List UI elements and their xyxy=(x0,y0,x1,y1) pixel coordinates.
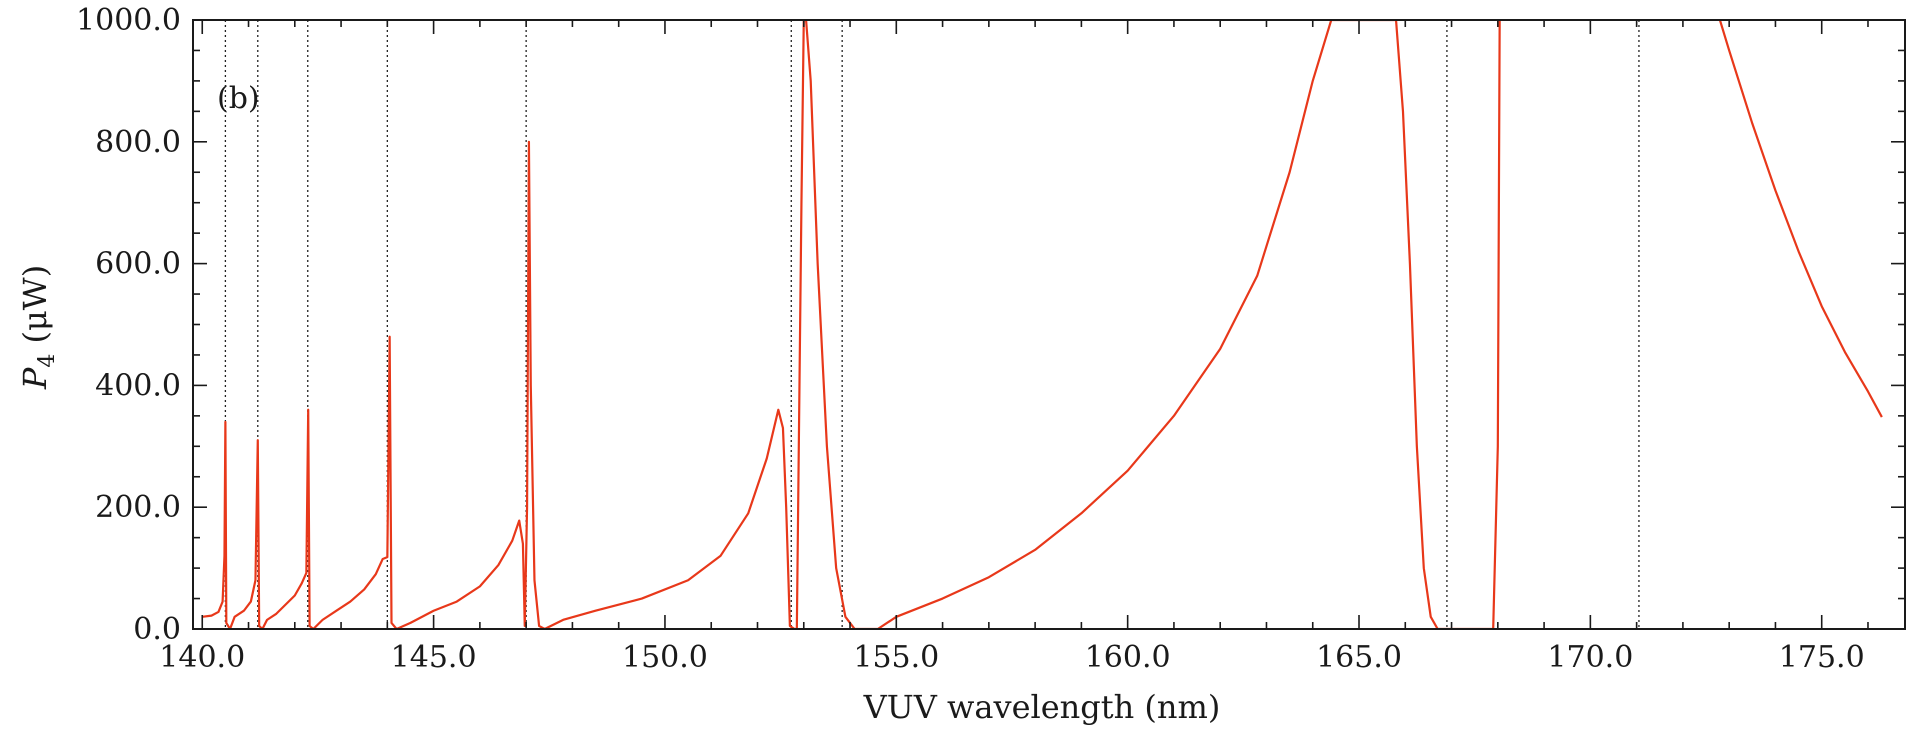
x-tick-label: 150.0 xyxy=(622,640,708,675)
plot-frame xyxy=(192,19,1906,630)
x-tick-labels: 140.0 145.0 150.0 155.0 160.0 165.0 170.0 175.0 xyxy=(159,640,1864,675)
reference-lines xyxy=(224,20,1640,629)
panel-label: (b) xyxy=(217,81,260,116)
x-tick-label: 155.0 xyxy=(853,640,939,675)
series-line xyxy=(202,20,1501,629)
y-tick-label: 800.0 xyxy=(95,125,181,160)
x-tick-label: 160.0 xyxy=(1085,640,1171,675)
x-tick-label: 145.0 xyxy=(391,640,477,675)
x-tick-label: 165.0 xyxy=(1316,640,1402,675)
y-tick-label: 1000.0 xyxy=(76,3,181,38)
y-axis-label: P4 (μW) xyxy=(16,265,60,390)
y-tick-label: 600.0 xyxy=(95,247,181,282)
y-axis-label-var: P xyxy=(16,367,54,390)
y-tick-label: 0.0 xyxy=(133,612,181,647)
x-tick-label: 175.0 xyxy=(1779,640,1865,675)
axis-ticks xyxy=(193,19,1905,630)
x-tick-label: 140.0 xyxy=(159,640,245,675)
x-axis-label: VUV wavelength (nm) xyxy=(863,688,1221,726)
y-axis-label-unit: (μW) xyxy=(16,265,54,354)
curves xyxy=(202,20,1883,629)
y-axis-label-sub: 4 xyxy=(35,354,60,368)
y-tick-label: 400.0 xyxy=(95,368,181,403)
x-tick-label: 170.0 xyxy=(1547,640,1633,675)
series-line xyxy=(1718,20,1883,418)
y-tick-label: 200.0 xyxy=(95,490,181,525)
y-tick-labels: 0.0 200.0 400.0 600.0 800.0 1000.0 xyxy=(76,3,181,647)
